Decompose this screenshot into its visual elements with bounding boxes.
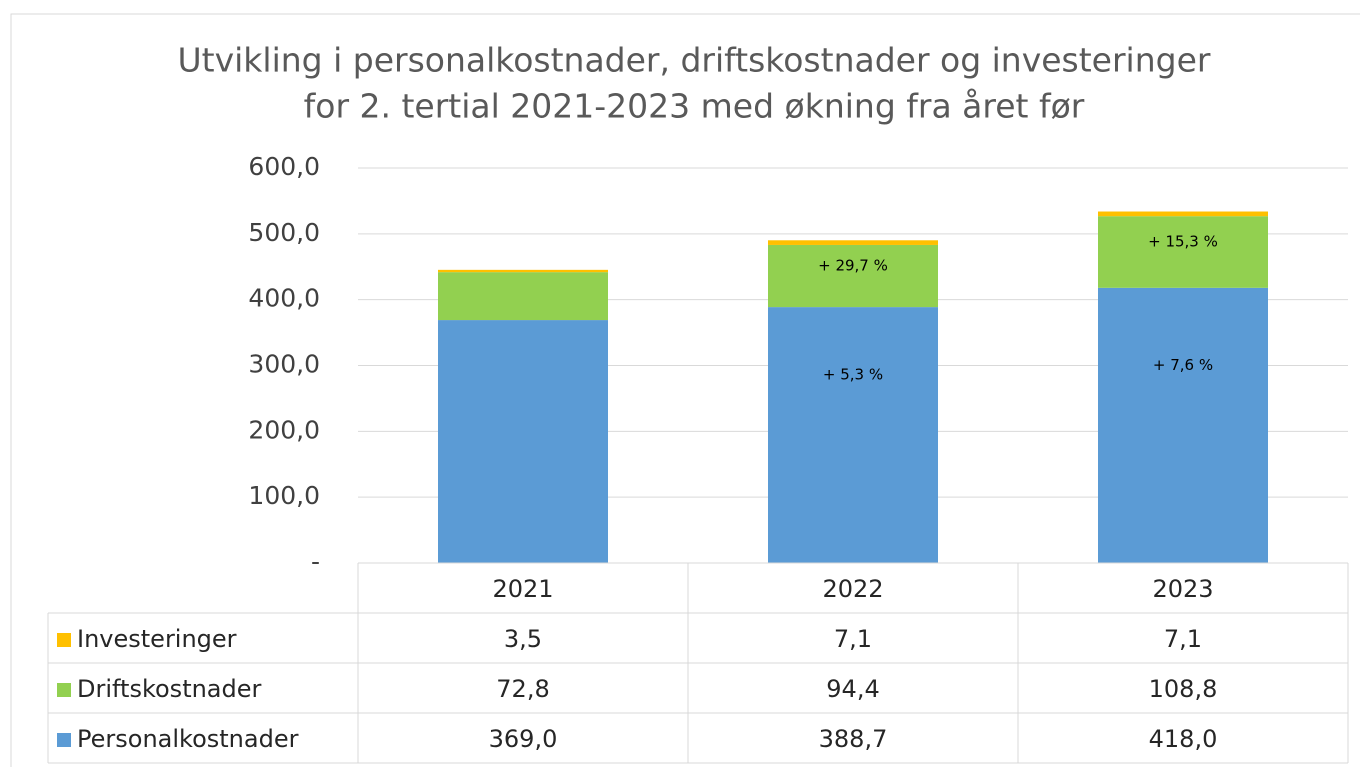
table-value: 388,7 [819, 725, 888, 753]
legend-key [57, 683, 71, 697]
y-tick-label: 100,0 [248, 481, 320, 510]
bar-segment [1098, 287, 1268, 563]
table-value: 72,8 [496, 675, 549, 703]
legend-label: Driftskostnader [77, 675, 262, 703]
y-tick-label: 200,0 [248, 415, 320, 444]
bar-segment [1098, 211, 1268, 217]
table-value: 7,1 [834, 625, 872, 653]
table-value: 418,0 [1149, 725, 1218, 753]
legend-key [57, 633, 71, 647]
bar-segment [768, 244, 938, 308]
chart-title: for 2. tertial 2021-2023 med økning fra … [304, 87, 1085, 126]
bar-segment [438, 320, 608, 563]
annotation: + 7,6 % [1153, 356, 1213, 374]
y-tick-label: 500,0 [248, 218, 320, 247]
table-value: 94,4 [826, 675, 879, 703]
table-value: 3,5 [504, 625, 542, 653]
y-tick-label: 300,0 [248, 350, 320, 379]
bar-segment [1098, 216, 1268, 288]
bar-segment [768, 307, 938, 563]
chart-title: Utvikling i personalkostnader, driftskos… [178, 41, 1211, 80]
bar-segment [438, 272, 608, 321]
table-value: 369,0 [489, 725, 558, 753]
y-tick-label: - [311, 547, 320, 576]
x-tick-label: 2021 [492, 575, 553, 603]
legend-label: Personalkostnader [77, 725, 299, 753]
table-value: 7,1 [1164, 625, 1202, 653]
annotation: + 29,7 % [818, 257, 888, 275]
x-tick-label: 2023 [1152, 575, 1213, 603]
chart-border [10, 13, 1360, 767]
y-tick-label: 600,0 [248, 152, 320, 181]
x-tick-label: 2022 [822, 575, 883, 603]
legend-key [57, 733, 71, 747]
legend-label: Investeringer [77, 625, 237, 653]
bar-segment [438, 269, 608, 273]
annotation: + 5,3 % [823, 366, 883, 384]
table-value: 108,8 [1149, 675, 1218, 703]
annotation: + 15,3 % [1148, 233, 1218, 251]
bar-segment [768, 240, 938, 245]
y-tick-label: 400,0 [248, 284, 320, 313]
